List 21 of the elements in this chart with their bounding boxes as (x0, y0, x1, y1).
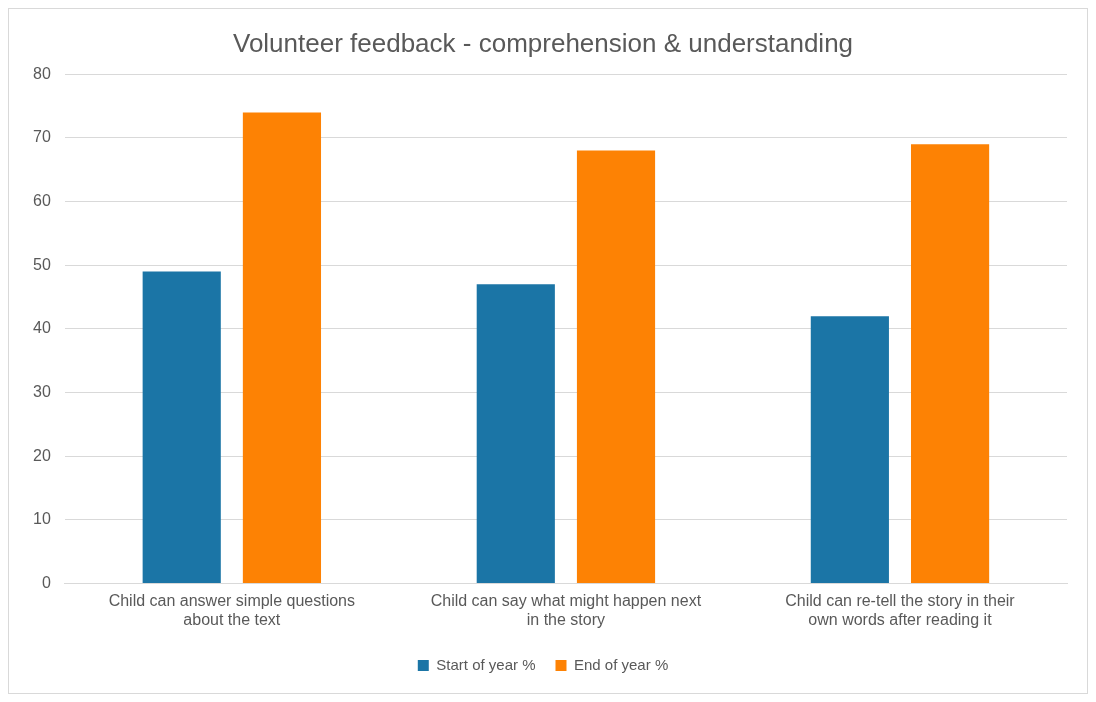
y-tick-label: 60 (33, 191, 51, 209)
x-tick-label: Child can re-tell the story in their own words after reading it (785, 591, 1016, 628)
bar (910, 144, 990, 584)
bar (810, 316, 889, 584)
y-tick-label: 30 (33, 382, 51, 400)
legend-label: Start of year % (436, 655, 536, 673)
y-tick-label: 0 (41, 574, 51, 592)
y-tick-label: 20 (33, 446, 51, 464)
x-tick-label: Child can say what might happen next in the story (430, 591, 702, 628)
y-tick-label: 40 (33, 319, 51, 337)
y-tick-label: 50 (33, 255, 51, 273)
chart-title: Volunteer feedback - comprehension & understanding (232, 27, 854, 58)
bar (142, 271, 221, 584)
y-tick-label: 70 (33, 128, 51, 146)
bar (476, 284, 555, 584)
bar (242, 112, 322, 584)
legend-label: End of year % (573, 655, 669, 673)
y-tick-label: 10 (33, 510, 51, 528)
bar (576, 150, 656, 584)
y-tick-label: 80 (33, 64, 51, 82)
x-tick-label: Child can answer simple questions about the text (108, 591, 355, 628)
